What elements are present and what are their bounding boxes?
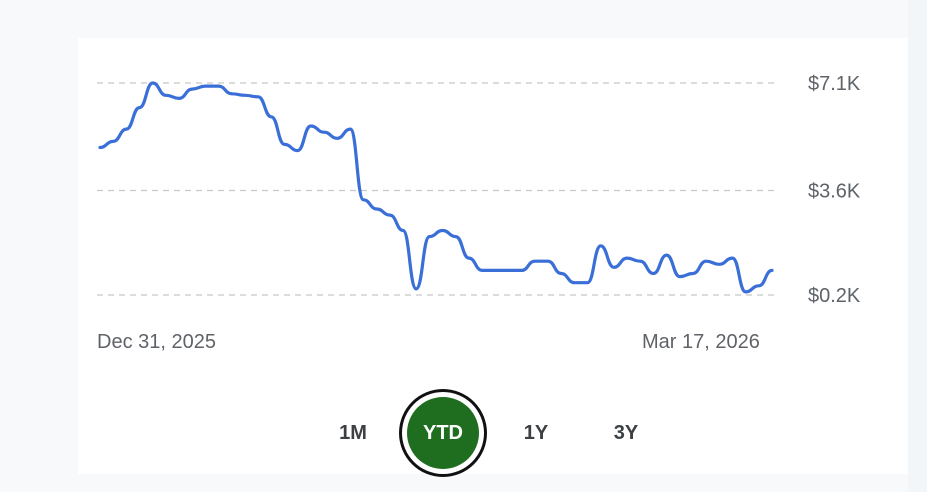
range-1m-button[interactable]: 1M — [339, 422, 367, 444]
y-tick-label: $3.6K — [808, 181, 861, 203]
x-axis-start-label: Dec 31, 2025 — [97, 331, 216, 353]
x-axis-end-label: Mar 17, 2026 — [642, 331, 760, 353]
y-tick-label: $7.1K — [808, 73, 861, 95]
line-chart: $7.1K $3.6K $0.2K — [97, 73, 861, 307]
series-layer — [98, 81, 774, 294]
range-1y-button[interactable]: 1Y — [523, 422, 549, 444]
chart-card — [78, 38, 908, 474]
y-tick-label: $0.2K — [808, 285, 861, 307]
grid-lines — [97, 82, 778, 296]
range-ytd-button[interactable]: YTD — [407, 397, 479, 469]
y-axis-ticks: $7.1K $3.6K $0.2K — [808, 73, 861, 307]
page-edge — [908, 0, 927, 492]
range-selector: 1M YTD 1Y 3Y — [0, 390, 927, 482]
series-line — [98, 81, 774, 294]
range-3y-button[interactable]: 3Y — [613, 422, 639, 444]
